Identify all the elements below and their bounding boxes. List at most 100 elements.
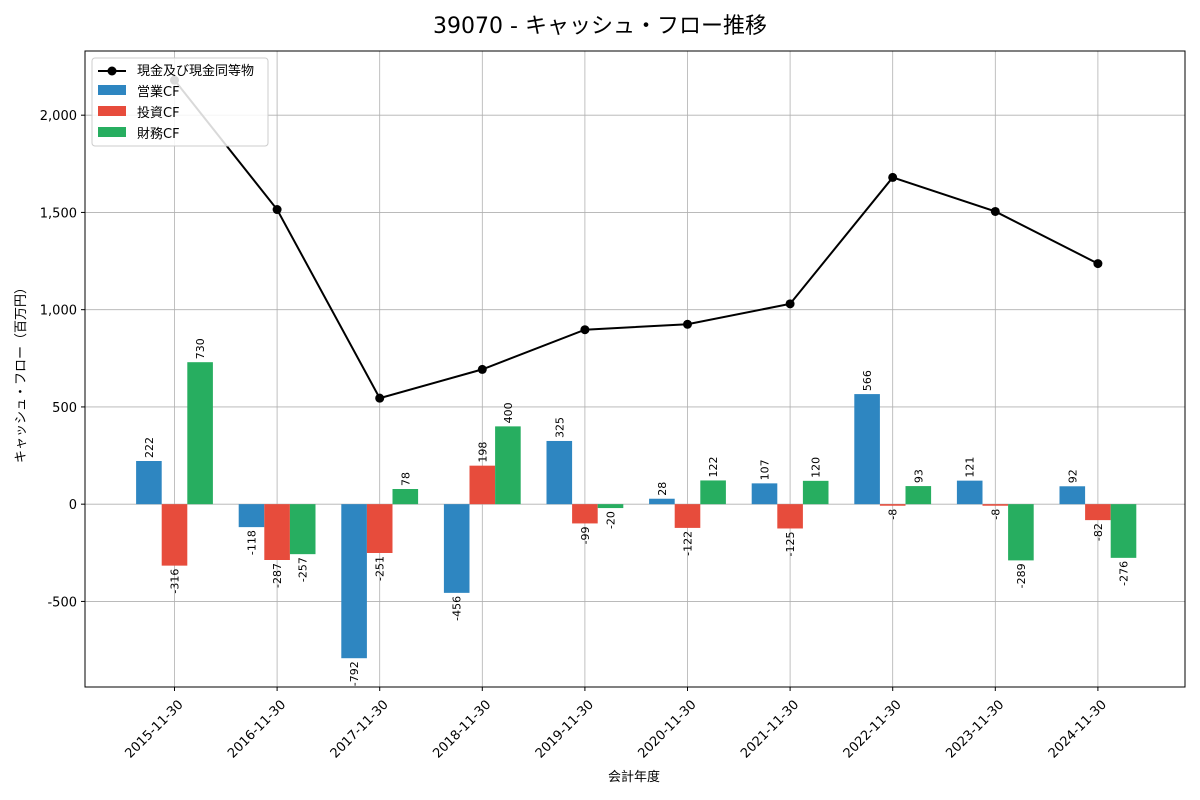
y-tick-label: 0 [69, 498, 77, 513]
bar-value-label: 93 [912, 469, 925, 483]
bar-value-label: -99 [579, 526, 592, 544]
bar-value-label: 325 [553, 417, 566, 438]
bar-value-label: 120 [810, 457, 823, 478]
bar-value-label: -456 [451, 596, 464, 621]
chart-title: 39070 - キャッシュ・フロー推移 [433, 14, 767, 39]
x-tick-label: 2024-11-30 [1046, 697, 1110, 761]
bars [136, 362, 1137, 659]
cash-line-point [785, 299, 795, 309]
bar-financing-cf [289, 504, 316, 555]
legend-label-operating: 営業CF [137, 84, 180, 100]
cash-line-point [580, 325, 590, 335]
bar-investing-cf [674, 504, 701, 528]
bar-operating-cf [1059, 486, 1086, 505]
legend-line-marker [107, 66, 117, 76]
bar-operating-cf [956, 480, 983, 505]
bar-value-label: 730 [194, 338, 207, 359]
bar-value-label: -125 [784, 531, 797, 556]
bar-investing-cf [264, 504, 290, 560]
bar-operating-cf [649, 498, 675, 505]
bar-value-label: -289 [1015, 563, 1028, 588]
bar-value-label: 107 [759, 459, 772, 480]
legend-swatch-operating [98, 85, 126, 95]
plot-frame [84, 50, 1186, 688]
legend: 現金及び現金同等物 営業CF 投資CF 財務CF [91, 57, 269, 147]
bar-value-label: 222 [143, 437, 156, 458]
bar-value-label: -8 [887, 509, 900, 520]
x-tick-label: 2023-11-30 [943, 697, 1007, 761]
x-tick-label: 2017-11-30 [328, 697, 392, 761]
x-axis-title: 会計年度 [608, 769, 660, 785]
bar-value-label: 566 [861, 370, 874, 391]
bar-value-label: -276 [1118, 561, 1131, 586]
cash-line-point [990, 206, 1000, 216]
bar-value-label: 400 [502, 402, 515, 423]
bar-investing-cf [469, 465, 496, 505]
bar-investing-cf [1085, 504, 1111, 521]
y-tick-label: 1,500 [40, 206, 77, 221]
x-tick-label: 2020-11-30 [636, 697, 700, 761]
bar-value-label: -792 [348, 661, 361, 686]
bar-value-label: 78 [399, 472, 412, 486]
bar-financing-cf [1008, 504, 1034, 561]
legend-swatch-investing [98, 106, 126, 116]
bar-investing-cf [777, 504, 803, 529]
bar-operating-cf [443, 504, 470, 593]
cash-line-point [1093, 259, 1103, 269]
cash-line-path [173, 79, 1099, 400]
bar-value-label: -82 [1092, 523, 1105, 541]
bar-financing-cf [700, 480, 726, 505]
cash-line-point [888, 172, 898, 182]
cash-line-point [375, 393, 385, 403]
bar-operating-cf [136, 460, 162, 505]
x-tick-label: 2019-11-30 [533, 697, 597, 761]
bar-financing-cf [905, 486, 932, 505]
x-tick-label: 2022-11-30 [841, 697, 905, 761]
legend-swatch-financing [98, 127, 126, 137]
bar-value-label: -122 [682, 531, 695, 556]
bar-value-label: 28 [656, 482, 669, 496]
cash-line [170, 75, 1103, 403]
bar-value-label: 122 [707, 456, 720, 477]
bar-financing-cf [495, 426, 521, 505]
bar-value-label: -316 [169, 569, 182, 594]
bar-operating-cf [546, 440, 573, 505]
y-tick-label: 500 [52, 401, 77, 416]
cash-line-point [477, 364, 487, 374]
bar-investing-cf [366, 504, 393, 553]
legend-label-investing: 投資CF [137, 105, 180, 121]
legend-label-financing: 財務CF [137, 127, 180, 142]
bar-value-label: 198 [476, 442, 489, 463]
y-tick-label: 1,000 [40, 304, 77, 319]
bar-financing-cf [392, 489, 419, 505]
bar-value-label: -118 [246, 530, 259, 555]
bar-operating-cf [854, 394, 880, 505]
y-tick-label: -500 [47, 595, 77, 610]
bar-value-label: 121 [964, 457, 977, 478]
y-axis-title: キャッシュ・フロー（百万円） [14, 281, 29, 463]
x-tick-label: 2018-11-30 [430, 697, 494, 761]
bar-investing-cf [982, 504, 1009, 506]
legend-label-cash: 現金及び現金同等物 [137, 63, 254, 79]
bar-value-label: -251 [374, 556, 387, 581]
x-tick-label: 2016-11-30 [225, 697, 289, 761]
y-tick-label: 2,000 [40, 109, 77, 124]
bar-operating-cf [341, 504, 367, 659]
data-labels: 222 -118 -792 -456 325 28 107 566 121 92 -316 -287 -… [143, 338, 1131, 686]
bar-value-label: -287 [271, 563, 284, 588]
cash-line-point [272, 205, 282, 215]
x-tick-label: 2021-11-30 [738, 697, 802, 761]
bar-value-label: 92 [1066, 469, 1079, 483]
bar-financing-cf [1110, 504, 1137, 558]
legend-box [91, 57, 269, 147]
bar-financing-cf [802, 480, 829, 505]
bar-investing-cf [879, 504, 906, 506]
bar-investing-cf [161, 504, 188, 566]
x-tick-label: 2015-11-30 [123, 697, 187, 761]
bar-value-label: -20 [605, 511, 618, 529]
bar-operating-cf [238, 504, 265, 528]
bar-operating-cf [751, 483, 778, 505]
bar-value-label: -8 [989, 509, 1002, 520]
cash-line-point [683, 319, 692, 329]
